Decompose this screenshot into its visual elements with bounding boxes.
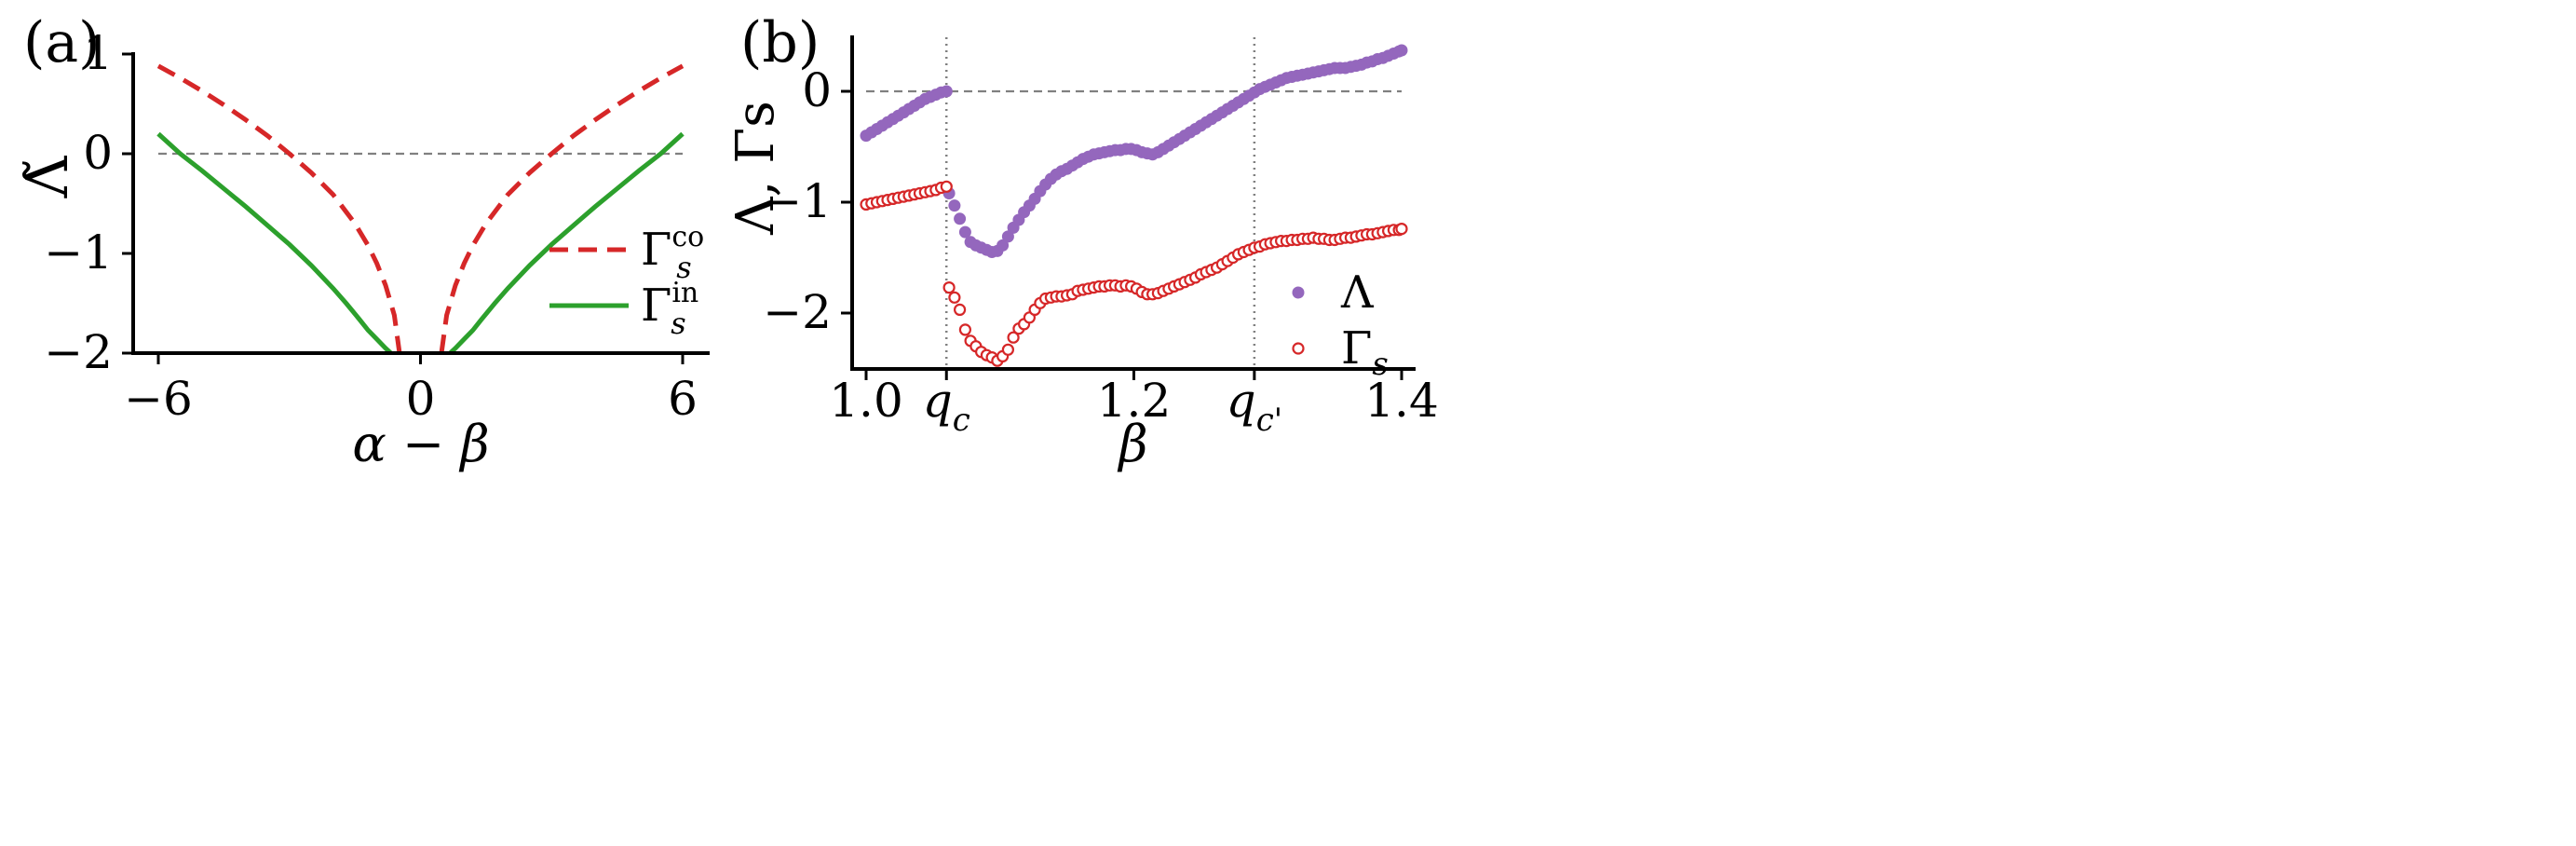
- legend-marker: [1292, 342, 1305, 355]
- series-line-gamma-co-right: [439, 63, 685, 353]
- panel-label: (b): [740, 10, 820, 75]
- panel-label: (a): [23, 10, 101, 75]
- panel-b: 0 −1 −2 1.0 qc 1.2 qc' 1.4 β Λ, Γs (b) ΛΓs: [725, 10, 1439, 473]
- x-tick-label: 0: [406, 372, 436, 426]
- legend-label: Λ: [1340, 266, 1375, 319]
- y-tick-label: −2: [44, 325, 113, 379]
- gamma-s-point: [1001, 343, 1015, 356]
- series-line-gamma-in-right: [448, 131, 685, 353]
- y-axis-label: Λ̃: [13, 155, 81, 198]
- gamma-s-point: [948, 291, 961, 304]
- lambda-point: [997, 239, 1010, 252]
- gamma-s-point: [1007, 331, 1020, 344]
- x-tick-label: qc': [1227, 374, 1282, 439]
- y-tick-label: 0: [83, 126, 113, 180]
- lambda-point: [958, 225, 971, 239]
- series-line-gamma-in-left: [156, 131, 393, 353]
- gamma-s-point: [958, 323, 972, 336]
- lambda-point: [1395, 44, 1408, 57]
- series-line-gamma-co-left: [156, 63, 402, 353]
- gamma-s-point: [942, 281, 956, 294]
- x-tick-label: 6: [668, 372, 698, 426]
- lambda-point: [954, 212, 967, 225]
- legend-label: Γco s: [641, 221, 704, 285]
- y-tick-label: −2: [763, 285, 832, 339]
- y-tick-label: −1: [763, 174, 832, 228]
- x-tick-label: −6: [124, 372, 193, 426]
- y-tick-label: −1: [44, 225, 113, 280]
- y-axis-label: Λ, Γs: [725, 101, 786, 236]
- legend-label: Γin s: [641, 277, 698, 341]
- y-tick-label: 1: [83, 26, 113, 80]
- gamma-s-point: [953, 303, 967, 316]
- x-tick-label: 1.2: [1097, 374, 1172, 428]
- x-tick-label: 1.0: [829, 374, 903, 428]
- x-tick-label: 1.4: [1364, 374, 1439, 428]
- y-tick-label: 0: [802, 63, 832, 117]
- gamma-s-point: [1395, 223, 1408, 236]
- lambda-point: [940, 85, 953, 98]
- legend-marker: [1292, 286, 1305, 299]
- x-axis-label: β: [1117, 415, 1147, 473]
- legend-label: Γs: [1341, 322, 1389, 383]
- lambda-point: [948, 199, 961, 212]
- lambda-point: [1001, 230, 1014, 243]
- x-tick-label: qc: [923, 374, 970, 439]
- gamma-s-point: [940, 180, 953, 193]
- x-axis-label: α − β: [352, 415, 489, 473]
